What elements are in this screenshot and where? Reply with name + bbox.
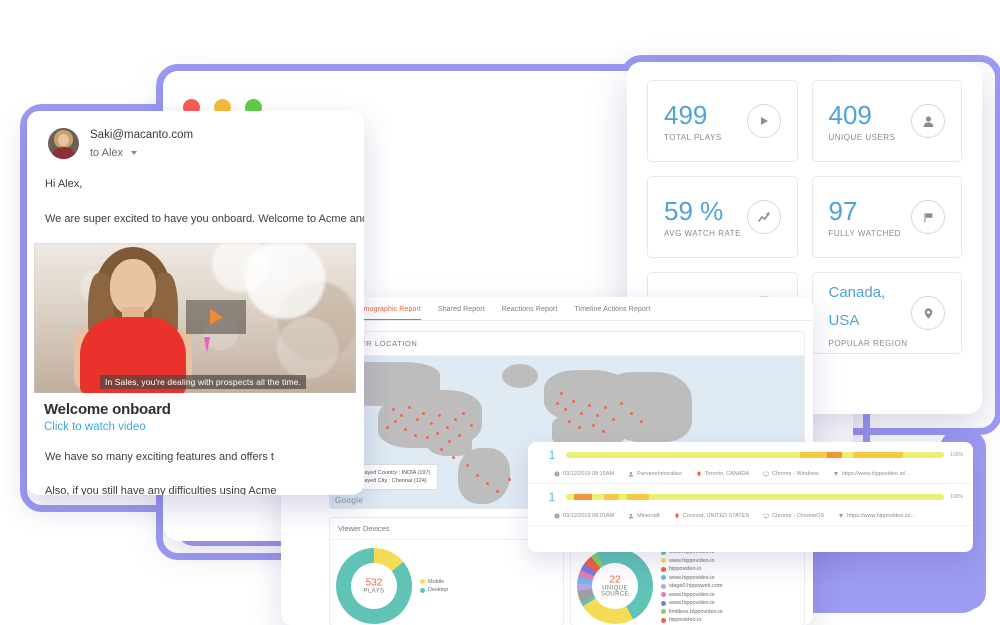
stat-card-avg-watch-rate[interactable]: 59 % AVG WATCH RATE xyxy=(647,176,798,258)
tab-reactions-report[interactable]: Reactions Report xyxy=(501,306,558,313)
engagement-bar[interactable] xyxy=(566,494,945,500)
email-header: Saki@macanto.com to Alex xyxy=(27,111,364,159)
stat-label: POPULAR REGION xyxy=(828,338,908,348)
video-title: Welcome onboard xyxy=(44,401,171,418)
presenter-figure xyxy=(74,243,192,393)
map-pin-icon xyxy=(911,296,945,330)
email-body-paragraph-3: Also, if you still have any difficulties… xyxy=(45,485,277,495)
stat-card-total-plays[interactable]: 499 TOTAL PLAYS xyxy=(647,80,798,162)
timeline-bar-row: 1 100% xyxy=(528,442,973,467)
legend-item: www.hippovideo.io xyxy=(661,591,723,600)
cursor-marker-icon xyxy=(204,337,210,353)
video-meta: Welcome onboard Click to watch video xyxy=(34,393,356,443)
stat-card-unique-users[interactable]: 409 UNIQUE USERS xyxy=(811,80,962,162)
legend-item: www.hippovideo.io xyxy=(661,574,723,583)
table-row[interactable]: 1 100% 03/12/2019 08:01AM Minecraft Conc… xyxy=(528,484,973,526)
timestamp-cell: 03/12/2019 08:15AM xyxy=(554,471,614,477)
tab-shared-report[interactable]: Shared Report xyxy=(437,306,485,313)
email-body-paragraph-2: We have so many exciting features and of… xyxy=(45,451,274,463)
unique-source-chart[interactable]: 22 UNIQUE SOURCE www.hippovideo.io www.h… xyxy=(571,540,804,625)
viewer-devices-header: Viewer Devices xyxy=(330,518,563,540)
legend-item: Desktop xyxy=(420,586,448,595)
stat-label: UNIQUE USERS xyxy=(828,132,896,142)
device-cell: Chrome - Windows xyxy=(763,471,819,477)
email-window: Saki@macanto.com to Alex Hi Alex, We are… xyxy=(27,111,364,495)
stat-label: AVG WATCH RATE xyxy=(664,228,741,238)
email-greeting: Hi Alex, xyxy=(45,178,83,190)
recipient-name: Alex xyxy=(101,147,124,159)
recipient-line[interactable]: to Alex xyxy=(90,147,193,159)
engagement-percent: 100% xyxy=(950,494,963,500)
location-cell: Concord, UNITED STATES xyxy=(674,513,749,519)
legend-item: www.hippovideo.io xyxy=(661,599,723,608)
stat-value: 97 xyxy=(828,195,858,226)
video-thumbnail[interactable]: In Sales, you're dealing with prospects … xyxy=(34,243,356,393)
legend-item: hippovideo.io xyxy=(661,565,723,574)
engagement-percent: 100% xyxy=(950,452,963,458)
play-triangle-icon xyxy=(209,309,223,325)
flag-icon xyxy=(911,200,945,234)
sender-address: Saki@macanto.com xyxy=(90,129,194,141)
trend-up-icon xyxy=(746,200,781,234)
viewer-location-header: VIEWER LOCATION xyxy=(330,332,804,356)
source-legend: www.hippovideo.io www.hippovideo.io hipp… xyxy=(661,548,723,625)
avatar xyxy=(48,128,79,159)
location-cell: Toronto, CANADA xyxy=(696,471,749,477)
video-card[interactable]: In Sales, you're dealing with prospects … xyxy=(34,243,356,443)
user-icon xyxy=(911,104,945,138)
timestamp-cell: 03/12/2019 08:01AM xyxy=(554,513,614,519)
devices-legend: Mobile Desktop xyxy=(420,578,448,595)
google-attribution: Google xyxy=(335,496,364,505)
donut-center: 532 PLAYS xyxy=(363,577,385,595)
legend-item: www.hippovideo.io xyxy=(661,548,723,557)
stat-label: TOTAL PLAYS xyxy=(664,132,722,142)
legend-item: www.hippovideo.io xyxy=(661,557,723,566)
timeline-panel: 1 100% 03/12/2019 08:15AM Parvanehmorafa… xyxy=(528,442,973,552)
stat-card-fully-watched[interactable]: 97 FULLY WATCHED xyxy=(811,176,962,258)
url-cell: https://www.hippovideo.io/... xyxy=(838,513,915,519)
devices-donut: 532 PLAYS xyxy=(336,548,412,624)
legend-item: limitless.hippovideo.io xyxy=(661,608,723,617)
user-cell: Minecraft xyxy=(628,513,660,519)
legend-most-played-country: Most Played Country : INDIA (197) xyxy=(346,470,431,476)
stat-value: 499 xyxy=(664,99,708,130)
tab-timeline-actions-report[interactable]: Timeline Actions Report xyxy=(574,306,651,313)
row-index: 1 xyxy=(548,490,556,504)
play-icon xyxy=(746,104,781,138)
user-cell: Parvanehmorafavi xyxy=(628,471,682,477)
stat-label: FULLY WATCHED xyxy=(828,228,901,238)
timeline-bar-row: 1 100% xyxy=(528,484,973,509)
email-body-paragraph-1: We are super excited to have you onboard… xyxy=(45,213,364,225)
source-donut: 22 UNIQUE SOURCE xyxy=(577,548,653,625)
donut-center: 22 UNIQUE SOURCE xyxy=(600,574,630,598)
tab-demographic-report[interactable]: Demographic Report xyxy=(354,306,421,320)
legend-item: stage0.hippoweb.com xyxy=(661,582,723,591)
video-caption: In Sales, you're dealing with prospects … xyxy=(100,375,306,389)
chevron-down-icon[interactable] xyxy=(131,151,138,156)
play-button[interactable] xyxy=(186,300,246,334)
row-meta: 03/12/2019 08:01AM Minecraft Concord, UN… xyxy=(528,509,973,525)
to-prefix: to xyxy=(90,147,100,159)
table-row[interactable]: 1 100% 03/12/2019 08:15AM Parvanehmorafa… xyxy=(528,442,973,484)
device-cell: Chrome - ChromeOS xyxy=(763,513,824,519)
stat-card-popular-region[interactable]: Canada, USA POPULAR REGION xyxy=(811,272,962,354)
video-cta-link[interactable]: Click to watch video xyxy=(44,421,146,433)
row-meta: 03/12/2019 08:15AM Parvanehmorafavi Toro… xyxy=(528,467,973,483)
viewer-devices-chart[interactable]: 532 PLAYS Mobile Desktop xyxy=(330,540,563,624)
stat-value: 59 % xyxy=(664,195,724,226)
legend-item: Mobile xyxy=(420,578,448,587)
url-cell: https://www.hippovideo.io/... xyxy=(833,471,910,477)
stat-value: Canada, USA xyxy=(828,283,886,329)
engagement-bar[interactable] xyxy=(566,452,945,458)
legend-most-played-city: Most Played City : Chennai (124) xyxy=(346,478,427,484)
legend-item: hippovideo.io xyxy=(661,616,723,625)
row-index: 1 xyxy=(548,448,556,462)
stat-value: 409 xyxy=(828,99,872,130)
